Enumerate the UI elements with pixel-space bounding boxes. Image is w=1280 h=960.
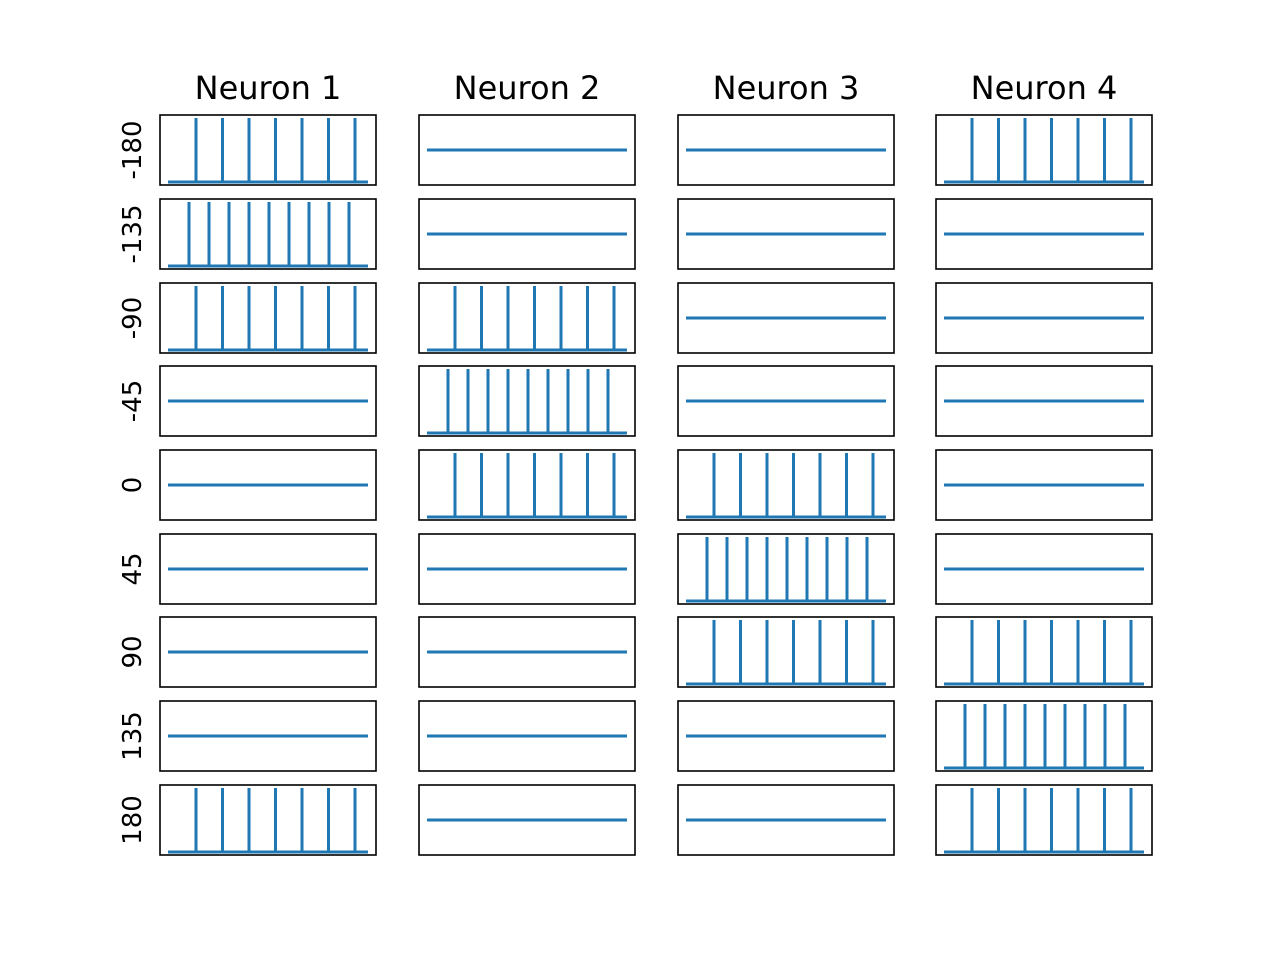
- panel-frame: [677, 114, 895, 186]
- subplot-panel: [418, 282, 636, 354]
- panel-frame: [159, 365, 377, 437]
- panel-frame: [677, 449, 895, 521]
- subplot-panel: [935, 616, 1153, 688]
- panel-frame: [935, 365, 1153, 437]
- row-label: 45: [118, 552, 148, 585]
- panel-frame: [159, 784, 377, 856]
- panel-frame: [677, 533, 895, 605]
- panel-frame: [935, 784, 1153, 856]
- row-label: 90: [118, 635, 148, 668]
- subplot-panel: [418, 365, 636, 437]
- subplot-panel: [159, 365, 377, 437]
- subplot-panel: [677, 533, 895, 605]
- subplot-panel: [418, 700, 636, 772]
- subplot-panel: [935, 700, 1153, 772]
- panel-frame: [677, 784, 895, 856]
- panel-frame: [418, 616, 636, 688]
- subplot-panel: [677, 198, 895, 270]
- subplot-panel: [677, 282, 895, 354]
- subplot-panel: [418, 533, 636, 605]
- panel-frame: [677, 198, 895, 270]
- panel-frame: [159, 449, 377, 521]
- subplot-panel: [935, 198, 1153, 270]
- panel-frame: [418, 533, 636, 605]
- subplot-panel: [935, 365, 1153, 437]
- panel-frame: [935, 700, 1153, 772]
- subplot-panel: [159, 700, 377, 772]
- row-label: 180: [118, 795, 148, 845]
- subplot-panel: [677, 449, 895, 521]
- panel-frame: [418, 700, 636, 772]
- subplot-panel: [159, 616, 377, 688]
- panel-frame: [418, 114, 636, 186]
- panel-frame: [677, 365, 895, 437]
- panel-frame: [159, 616, 377, 688]
- subplot-panel: [677, 700, 895, 772]
- subplot-panel: [677, 365, 895, 437]
- subplot-panel: [677, 114, 895, 186]
- column-title: Neuron 2: [454, 69, 601, 107]
- subplot-panel: [159, 114, 377, 186]
- panel-frame: [935, 449, 1153, 521]
- panel-frame: [418, 365, 636, 437]
- row-label: -135: [118, 204, 148, 263]
- subplot-panel: [935, 114, 1153, 186]
- panel-frame: [159, 700, 377, 772]
- subplot-panel: [418, 784, 636, 856]
- panel-frame: [677, 700, 895, 772]
- row-label: -45: [118, 380, 148, 422]
- subplot-panel: [418, 114, 636, 186]
- panel-frame: [418, 198, 636, 270]
- panel-frame: [935, 616, 1153, 688]
- row-label: -180: [118, 120, 148, 179]
- column-titles: Neuron 1 Neuron 2 Neuron 3 Neuron 4: [195, 69, 1118, 107]
- panel-frame: [418, 282, 636, 354]
- panel-frame: [935, 114, 1153, 186]
- panel-frame: [677, 282, 895, 354]
- column-title: Neuron 4: [971, 69, 1118, 107]
- subplot-panel: [418, 198, 636, 270]
- subplot-panel: [677, 616, 895, 688]
- subplot-panel: [677, 784, 895, 856]
- subplot-panel: [935, 533, 1153, 605]
- subplot-panel: [935, 449, 1153, 521]
- row-label: -90: [118, 297, 148, 339]
- subplot-panel: [159, 449, 377, 521]
- column-title: Neuron 1: [195, 69, 342, 107]
- panel-frame: [159, 198, 377, 270]
- subplot-panel: [418, 449, 636, 521]
- panel-frame: [159, 533, 377, 605]
- subplot-panel: [935, 784, 1153, 856]
- column-title: Neuron 3: [713, 69, 860, 107]
- panel-frame: [935, 198, 1153, 270]
- subplot-grid: [159, 114, 1153, 856]
- subplot-panel: [418, 616, 636, 688]
- panel-frame: [677, 616, 895, 688]
- subplot-panel: [159, 282, 377, 354]
- subplot-panel: [935, 282, 1153, 354]
- panel-frame: [159, 114, 377, 186]
- row-label: 0: [118, 477, 148, 494]
- panel-frame: [418, 449, 636, 521]
- subplot-panel: [159, 533, 377, 605]
- row-labels: -180 -135 -90 -45 0 45 90 135 180: [118, 120, 148, 844]
- row-label: 135: [118, 711, 148, 761]
- panel-frame: [935, 282, 1153, 354]
- subplot-panel: [159, 784, 377, 856]
- panel-frame: [159, 282, 377, 354]
- panel-frame: [935, 533, 1153, 605]
- subplot-panel: [159, 198, 377, 270]
- panel-frame: [418, 784, 636, 856]
